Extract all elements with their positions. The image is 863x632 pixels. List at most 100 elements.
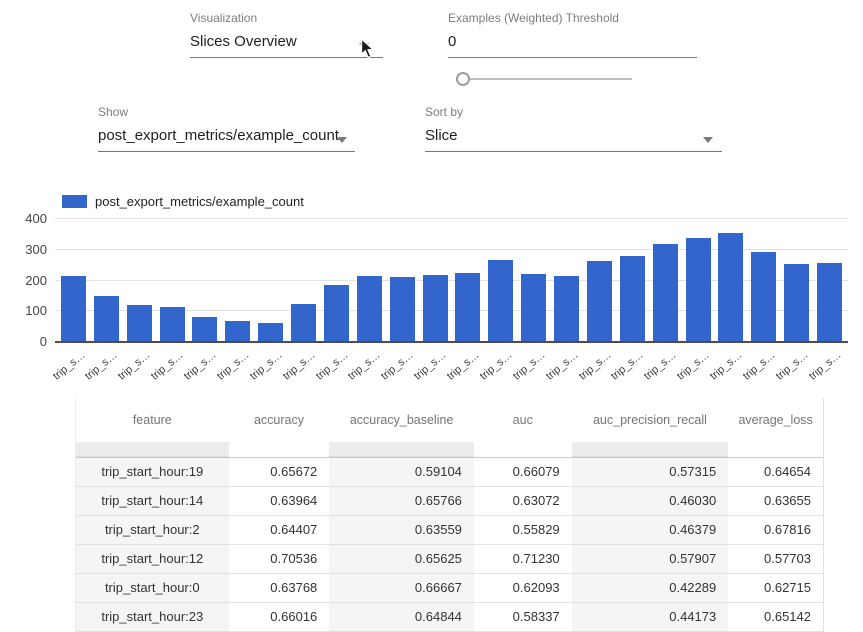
column-header-accuracy_baseline[interactable]: accuracy_baseline xyxy=(349,413,454,427)
metric-cell: 0.64844 xyxy=(329,603,474,631)
bar-slot xyxy=(649,218,682,341)
gridline xyxy=(55,279,848,281)
visualization-value[interactable]: Slices Overview xyxy=(190,33,297,50)
bar-slot xyxy=(287,218,320,341)
feature-cell: trip_start_hour:0 xyxy=(76,574,229,602)
legend-swatch-icon xyxy=(62,195,87,208)
column-header-average_loss[interactable]: average_loss xyxy=(738,413,813,427)
y-axis-tick-label: 0 xyxy=(39,334,47,349)
bar[interactable] xyxy=(619,255,645,341)
bar[interactable] xyxy=(126,305,152,341)
bar[interactable] xyxy=(192,317,218,341)
x-tick-slot: trip_s… xyxy=(807,345,846,387)
bar-slot xyxy=(715,218,748,341)
metric-cell: 0.63072 xyxy=(512,493,560,508)
x-tick-slot: trip_s… xyxy=(774,345,813,387)
bar-slot xyxy=(320,218,353,341)
sort-by-value[interactable]: Slice xyxy=(425,127,458,144)
bar[interactable] xyxy=(751,251,777,341)
table-row: trip_start_hour:14 0.63964 0.65766 0.63072 0… xyxy=(76,487,823,516)
metric-cell: 0.67816 xyxy=(764,522,811,537)
column-header-accuracy[interactable]: accuracy xyxy=(253,413,304,427)
show-label: Show xyxy=(98,105,129,119)
bar[interactable] xyxy=(422,274,448,341)
x-tick-slot: trip_s… xyxy=(741,345,780,387)
x-axis-tick-label: trip_s… xyxy=(50,349,88,383)
bar[interactable] xyxy=(817,262,843,341)
slider-thumb[interactable] xyxy=(456,72,470,86)
visualization-select[interactable]: Visualization Slices Overview xyxy=(190,12,383,58)
metric-cell: 0.66079 xyxy=(512,464,560,479)
bar[interactable] xyxy=(784,264,810,341)
threshold-slider[interactable] xyxy=(456,71,636,87)
bar[interactable] xyxy=(93,296,119,341)
bar-slot xyxy=(353,218,386,341)
x-tick-slot: trip_s… xyxy=(116,345,156,387)
metric-cell: 0.59104 xyxy=(329,458,474,486)
sort-by-label: Sort by xyxy=(425,105,464,119)
bar[interactable] xyxy=(258,322,284,341)
metric-cell: 0.63655 xyxy=(764,493,811,508)
metric-cell: 0.65142 xyxy=(764,609,811,624)
table-filter-row xyxy=(76,442,823,458)
bar[interactable] xyxy=(323,284,349,341)
table-row: trip_start_hour:19 0.65672 0.59104 0.66079 0… xyxy=(76,458,823,487)
bar[interactable] xyxy=(685,238,711,341)
metric-cell: 0.44173 xyxy=(571,603,729,631)
feature-cell: trip_start_hour:19 xyxy=(76,458,229,486)
table-row: trip_start_hour:23 0.66016 0.64844 0.58337 0… xyxy=(76,603,823,632)
filter-cell[interactable] xyxy=(329,442,474,457)
show-value[interactable]: post_export_metrics/example_count xyxy=(98,127,339,144)
show-select[interactable]: Show post_export_metrics/example_count xyxy=(98,106,355,152)
filter-cell[interactable] xyxy=(728,442,823,457)
bar[interactable] xyxy=(159,306,185,341)
bar[interactable] xyxy=(389,277,415,341)
bar-slot xyxy=(57,218,90,341)
bar[interactable] xyxy=(488,259,514,341)
x-tick-slot: trip_s… xyxy=(281,345,320,387)
chevron-down-icon[interactable] xyxy=(703,137,713,143)
bar[interactable] xyxy=(652,244,678,341)
metric-cell: 0.66667 xyxy=(329,574,474,602)
bar[interactable] xyxy=(521,273,547,341)
filter-cell[interactable] xyxy=(229,442,330,457)
x-tick-slot: trip_s… xyxy=(412,345,452,387)
mouse-cursor-icon xyxy=(360,38,375,59)
x-tick-slot: trip_s… xyxy=(215,345,254,387)
metric-cell: 0.71230 xyxy=(512,551,560,566)
filter-cell[interactable] xyxy=(76,442,229,457)
filter-cell[interactable] xyxy=(474,442,572,457)
visualization-underline xyxy=(190,57,383,58)
column-header-feature[interactable]: feature xyxy=(132,413,172,427)
sort-by-select[interactable]: Sort by Slice xyxy=(425,106,722,152)
x-axis-line xyxy=(55,341,848,343)
bar[interactable] xyxy=(225,320,251,341)
bar[interactable] xyxy=(455,273,481,341)
bar-slot xyxy=(221,218,254,341)
x-tick-slot: trip_s… xyxy=(609,345,649,387)
bar[interactable] xyxy=(586,260,612,341)
x-tick-slot: trip_s… xyxy=(708,345,748,387)
metric-cell: 0.70536 xyxy=(270,551,318,566)
metric-cell: 0.63768 xyxy=(270,580,318,595)
table-row: trip_start_hour:2 0.64407 0.63559 0.55829 0.… xyxy=(76,516,823,545)
bar[interactable] xyxy=(718,232,744,341)
x-tick-slot: trip_s… xyxy=(544,345,583,387)
y-axis-tick-label: 300 xyxy=(25,241,47,257)
bar[interactable] xyxy=(60,276,86,341)
metrics-table: feature accuracy accuracy_baseline auc auc_p… xyxy=(75,398,824,632)
column-header-auc[interactable]: auc xyxy=(512,413,533,427)
slider-track[interactable] xyxy=(463,78,632,80)
gridline xyxy=(55,248,848,250)
filter-cell[interactable] xyxy=(571,442,729,457)
bar[interactable] xyxy=(554,276,580,341)
bar[interactable] xyxy=(356,276,382,341)
threshold-input[interactable]: Examples (Weighted) Threshold 0 xyxy=(448,12,697,58)
bar[interactable] xyxy=(291,303,317,341)
metric-cell: 0.62093 xyxy=(512,580,560,595)
x-tick-slot: trip_s… xyxy=(313,345,353,387)
chevron-down-icon[interactable] xyxy=(337,137,347,143)
threshold-value[interactable]: 0 xyxy=(448,33,457,50)
x-tick-slot: trip_s… xyxy=(149,345,189,387)
column-header-auc_precision_recall[interactable]: auc_precision_recall xyxy=(592,413,707,427)
